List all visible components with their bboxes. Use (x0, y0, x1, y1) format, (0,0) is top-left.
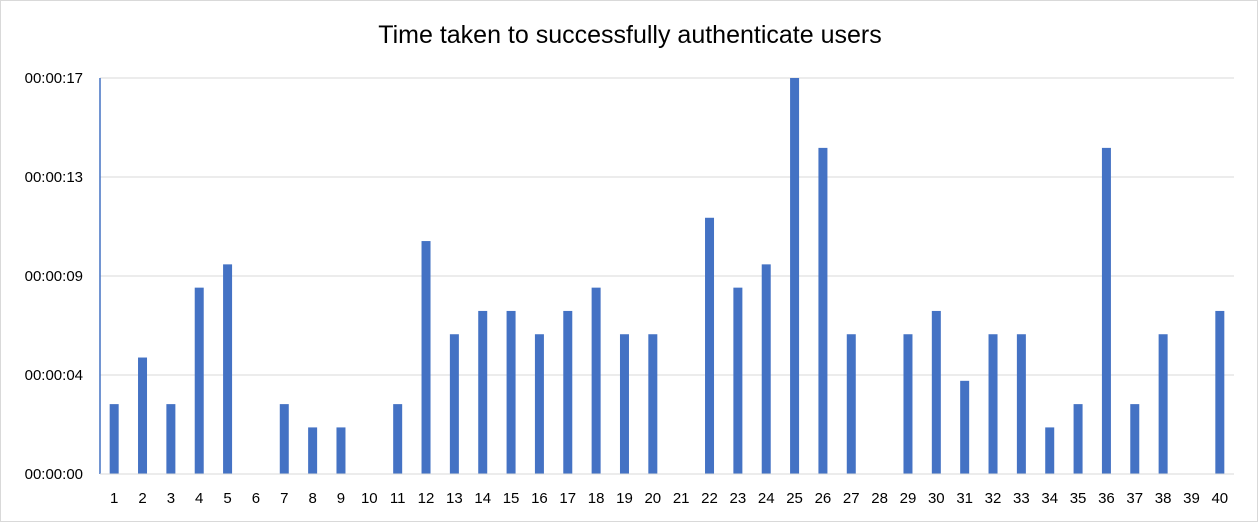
y-tick-label: 00:00:13 (25, 169, 83, 186)
bar (308, 427, 318, 474)
bar (1158, 334, 1168, 474)
bar (109, 404, 119, 474)
x-tick-label: 21 (673, 490, 690, 507)
bar (761, 264, 771, 474)
bar (449, 334, 459, 474)
bar (166, 404, 176, 474)
bar (960, 380, 970, 474)
x-tick-label: 27 (843, 490, 860, 507)
chart-title: Time taken to successfully authenticate … (378, 21, 882, 49)
x-tick-label: 18 (588, 490, 605, 507)
x-tick-label: 17 (559, 490, 576, 507)
y-tick-label: 00:00:00 (25, 466, 83, 483)
x-tick-label: 36 (1098, 490, 1115, 507)
x-tick-label: 39 (1183, 490, 1200, 507)
y-tick-label: 00:00:17 (25, 70, 83, 87)
x-tick-label: 10 (361, 490, 378, 507)
x-tick-label: 30 (928, 490, 945, 507)
bar (846, 334, 856, 474)
bar (705, 217, 715, 474)
bar (619, 334, 629, 474)
bar (1101, 147, 1111, 474)
x-tick-label: 5 (223, 490, 231, 507)
x-tick-label: 2 (138, 490, 146, 507)
bar (393, 404, 403, 474)
x-tick-label: 24 (758, 490, 775, 507)
x-tick-label: 9 (337, 490, 345, 507)
x-tick-label: 22 (701, 490, 718, 507)
bar (988, 334, 998, 474)
bar (1073, 404, 1083, 474)
x-tick-label: 6 (252, 490, 260, 507)
bar (223, 264, 233, 474)
x-tick-label: 20 (644, 490, 661, 507)
x-tick-label: 12 (418, 490, 435, 507)
x-tick-label: 1 (110, 490, 118, 507)
x-tick-label: 11 (390, 490, 406, 507)
x-tick-label: 35 (1070, 490, 1087, 507)
x-tick-label: 4 (195, 490, 203, 507)
x-tick-label: 16 (531, 490, 548, 507)
x-tick-label: 40 (1211, 490, 1228, 507)
x-tick-label: 38 (1155, 490, 1172, 507)
bar (336, 427, 346, 474)
bar (1016, 334, 1026, 474)
bar (279, 404, 289, 474)
bar (194, 287, 204, 474)
bar (733, 287, 743, 474)
bar (478, 310, 488, 474)
bar (1215, 310, 1225, 474)
bar (648, 334, 658, 474)
x-tick-label: 33 (1013, 490, 1030, 507)
x-tick-label: 3 (167, 490, 175, 507)
bar (591, 287, 601, 474)
x-tick-label: 14 (474, 490, 491, 507)
x-tick-label: 26 (815, 490, 832, 507)
x-tick-label: 31 (956, 490, 973, 507)
bar (506, 310, 516, 474)
x-tick-label: 28 (871, 490, 888, 507)
x-tick-label: 19 (616, 490, 633, 507)
bar (421, 241, 431, 474)
x-tick-label: 37 (1126, 490, 1143, 507)
bar (818, 147, 828, 474)
x-tick-label: 25 (786, 490, 803, 507)
bar (790, 78, 800, 474)
x-tick-label: 8 (308, 490, 316, 507)
bar (534, 334, 544, 474)
x-tick-label: 15 (503, 490, 520, 507)
bar (138, 357, 148, 474)
bar (563, 310, 573, 474)
bar (931, 310, 941, 474)
y-tick-label: 00:00:09 (25, 268, 83, 285)
x-tick-label: 7 (280, 490, 288, 507)
bar (1130, 404, 1140, 474)
bar (1045, 427, 1055, 474)
y-tick-label: 00:00:04 (25, 367, 83, 384)
x-tick-label: 34 (1041, 490, 1058, 507)
x-tick-label: 32 (985, 490, 1002, 507)
x-tick-label: 13 (446, 490, 463, 507)
x-tick-label: 23 (730, 490, 747, 507)
x-tick-label: 29 (900, 490, 917, 507)
bar (903, 334, 913, 474)
